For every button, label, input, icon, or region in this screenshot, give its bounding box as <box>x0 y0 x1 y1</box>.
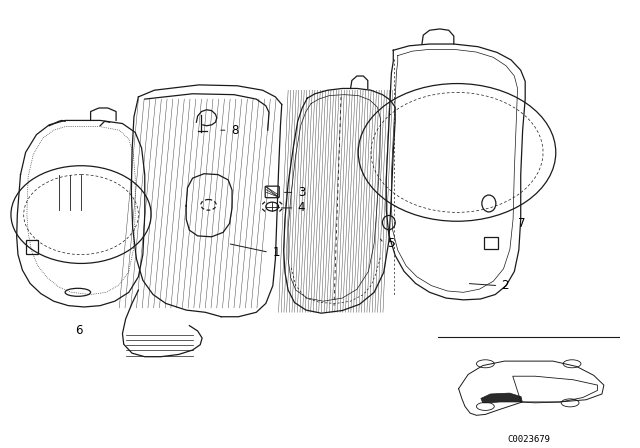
Text: 1: 1 <box>272 246 280 259</box>
Text: 7: 7 <box>518 217 525 230</box>
Text: 3: 3 <box>298 186 305 199</box>
Text: 2: 2 <box>502 279 509 292</box>
Bar <box>26 240 38 254</box>
Text: 8: 8 <box>231 124 238 137</box>
Text: 6: 6 <box>75 323 82 336</box>
Text: 5: 5 <box>387 237 394 250</box>
Text: C0023679: C0023679 <box>507 435 550 444</box>
Bar <box>484 237 499 249</box>
Text: 4: 4 <box>298 202 305 215</box>
Polygon shape <box>481 393 522 403</box>
